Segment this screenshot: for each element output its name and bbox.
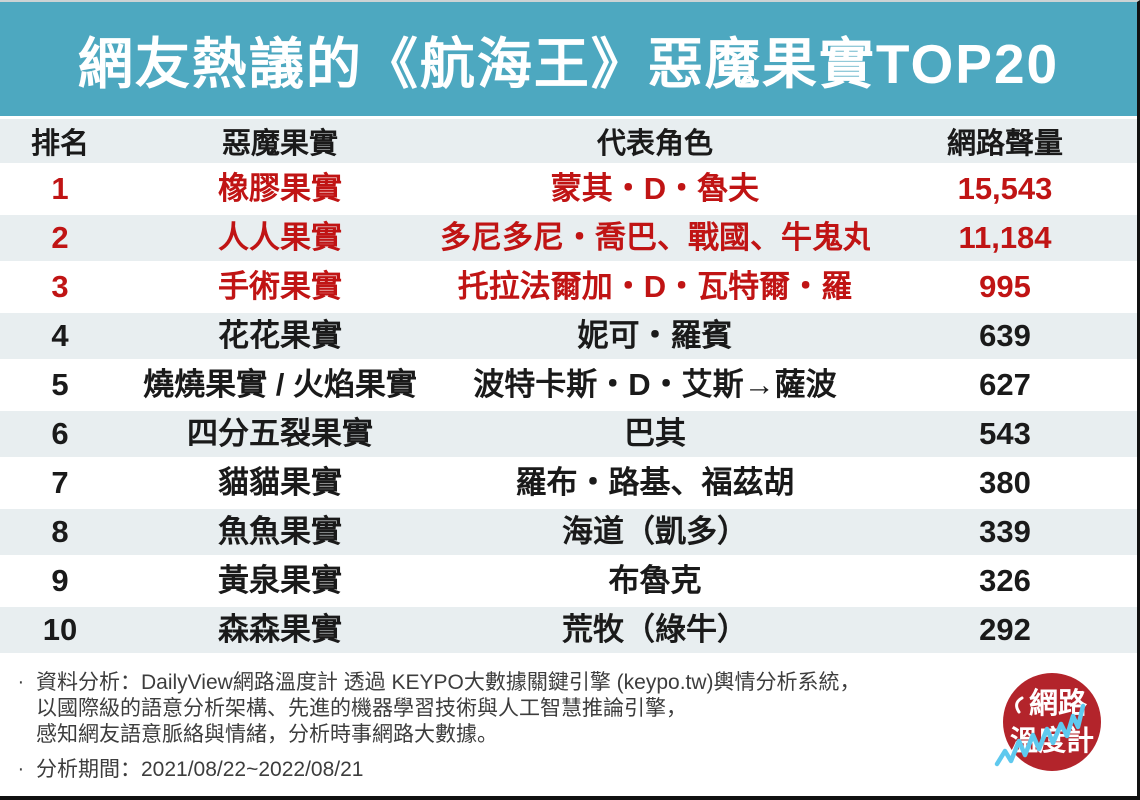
logo-waveform-icon [994, 703, 1086, 767]
table-header-row: 排名 惡魔果實 代表角色 網路聲量 [0, 119, 1137, 163]
volume-cell: 639 [979, 318, 1031, 353]
logo-curl-icon [1015, 696, 1024, 714]
volume-cell: 543 [979, 416, 1031, 451]
volume-cell: 15,543 [957, 171, 1053, 206]
analysis-note-line-1: ‧ 資料分析：DailyView網路溫度計 透過 KEYPO大數據關鍵引擎 (ke… [16, 670, 1137, 696]
table-row: 6 四分五裂果實 巴其 543 [0, 411, 1137, 457]
fruit-cell: 貓貓果實 [218, 465, 342, 500]
rank-cell: 10 [42, 612, 78, 647]
rank-cell: 5 [51, 367, 69, 402]
fruit-cell: 森森果實 [218, 612, 342, 647]
col-header-fruit: 惡魔果實 [221, 128, 338, 160]
analysis-period-text: 分析期間：2021/08/22~2022/08/21 [36, 758, 364, 781]
characters-cell: 蒙其・D・魯夫 [550, 171, 760, 206]
table-row: 4 花花果實 妮可・羅賓 639 [0, 313, 1137, 359]
characters-cell: 波特卡斯・D・艾斯→薩波 [473, 367, 837, 402]
logo-text-top: 網路 [1029, 687, 1088, 720]
characters-cell: 巴其 [624, 416, 686, 451]
fruit-cell: 手術果實 [218, 269, 342, 304]
rank-cell: 1 [51, 171, 69, 206]
analysis-note-text-1: 資料分析：DailyView網路溫度計 透過 KEYPO大數據關鍵引擎 (key… [36, 671, 861, 694]
rank-cell: 4 [51, 318, 69, 353]
table-row: 8 魚魚果實 海道（凱多） 339 [0, 509, 1137, 555]
volume-cell: 627 [979, 367, 1031, 402]
footer: ‧ 資料分析：DailyView網路溫度計 透過 KEYPO大數據關鍵引擎 (ke… [0, 656, 1137, 783]
rank-cell: 6 [51, 416, 69, 451]
rank-cell: 3 [51, 269, 69, 304]
bullet-dot: ‧ [18, 760, 24, 780]
fruit-cell: 人人果實 [218, 220, 342, 255]
table-row: 1 橡膠果實 蒙其・D・魯夫 15,543 [0, 166, 1137, 212]
characters-cell: 妮可・羅賓 [577, 318, 733, 353]
rank-cell: 9 [51, 563, 69, 598]
brand-logo: 網路 溫度計 [988, 664, 1124, 790]
ranking-table-body: 1 橡膠果實 蒙其・D・魯夫 15,543 2 人人果實 多尼多尼・喬巴、戰國、… [0, 166, 1137, 653]
title-banner: 網友熱議的《航海王》惡魔果實TOP20 [0, 2, 1137, 116]
analysis-note-line-3: 感知網友語意脈絡與情緒，分析時事網路大數據。 [36, 723, 498, 746]
rank-cell: 7 [51, 465, 69, 500]
table-row: 3 手術果實 托拉法爾加・D・瓦特爾・羅 995 [0, 264, 1137, 310]
rank-cell: 8 [51, 514, 69, 549]
brand-logo-graphic: 網路 溫度計 [994, 673, 1101, 771]
fruit-cell: 魚魚果實 [218, 514, 342, 549]
fruit-cell: 燒燒果實 / 火焰果實 [143, 367, 417, 402]
analysis-period-line: ‧ 分析期間：2021/08/22~2022/08/21 [16, 757, 1137, 783]
characters-cell: 羅布・路基、福茲胡 [515, 465, 795, 500]
col-header-characters: 代表角色 [596, 128, 713, 160]
characters-cell: 布魯克 [608, 563, 702, 598]
rank-cell: 2 [51, 220, 69, 255]
col-header-volume: 網路聲量 [946, 128, 1063, 160]
fruit-cell: 黃泉果實 [218, 563, 342, 598]
volume-cell: 339 [979, 514, 1031, 549]
footer-notes: ‧ 資料分析：DailyView網路溫度計 透過 KEYPO大數據關鍵引擎 (ke… [16, 670, 1137, 783]
fruit-cell: 橡膠果實 [218, 171, 342, 206]
table-row: 2 人人果實 多尼多尼・喬巴、戰國、牛鬼丸 11,184 [0, 215, 1137, 261]
table-row: 9 黃泉果實 布魯克 326 [0, 558, 1137, 604]
volume-cell: 292 [979, 612, 1031, 647]
table-row: 10 森森果實 荒牧（綠牛） 292 [0, 607, 1137, 653]
fruit-cell: 四分五裂果實 [187, 416, 373, 451]
fruit-cell: 花花果實 [218, 318, 342, 353]
ranking-table: 排名 惡魔果實 代表角色 網路聲量 1 橡膠果實 蒙其・D・魯夫 15,543 … [0, 116, 1137, 656]
analysis-note-line-2: 以國際級的語意分析架構、先進的機器學習技術與人工智慧推論引擎， [36, 697, 687, 720]
table-row: 5 燒燒果實 / 火焰果實 波特卡斯・D・艾斯→薩波 627 [0, 362, 1137, 408]
col-header-rank: 排名 [30, 128, 89, 160]
page-title: 網友熱議的《航海王》惡魔果實TOP20 [77, 33, 1060, 95]
characters-cell: 荒牧（綠牛） [562, 612, 748, 647]
volume-cell: 11,184 [958, 220, 1052, 255]
characters-cell: 海道（凱多） [562, 514, 748, 549]
bullet-dot: ‧ [18, 673, 24, 693]
volume-cell: 995 [979, 269, 1031, 304]
volume-cell: 380 [979, 465, 1031, 500]
characters-cell: 多尼多尼・喬巴、戰國、牛鬼丸 [440, 220, 870, 255]
volume-cell: 326 [979, 563, 1031, 598]
characters-cell: 托拉法爾加・D・瓦特爾・羅 [457, 269, 853, 304]
table-row: 7 貓貓果實 羅布・路基、福茲胡 380 [0, 460, 1137, 506]
